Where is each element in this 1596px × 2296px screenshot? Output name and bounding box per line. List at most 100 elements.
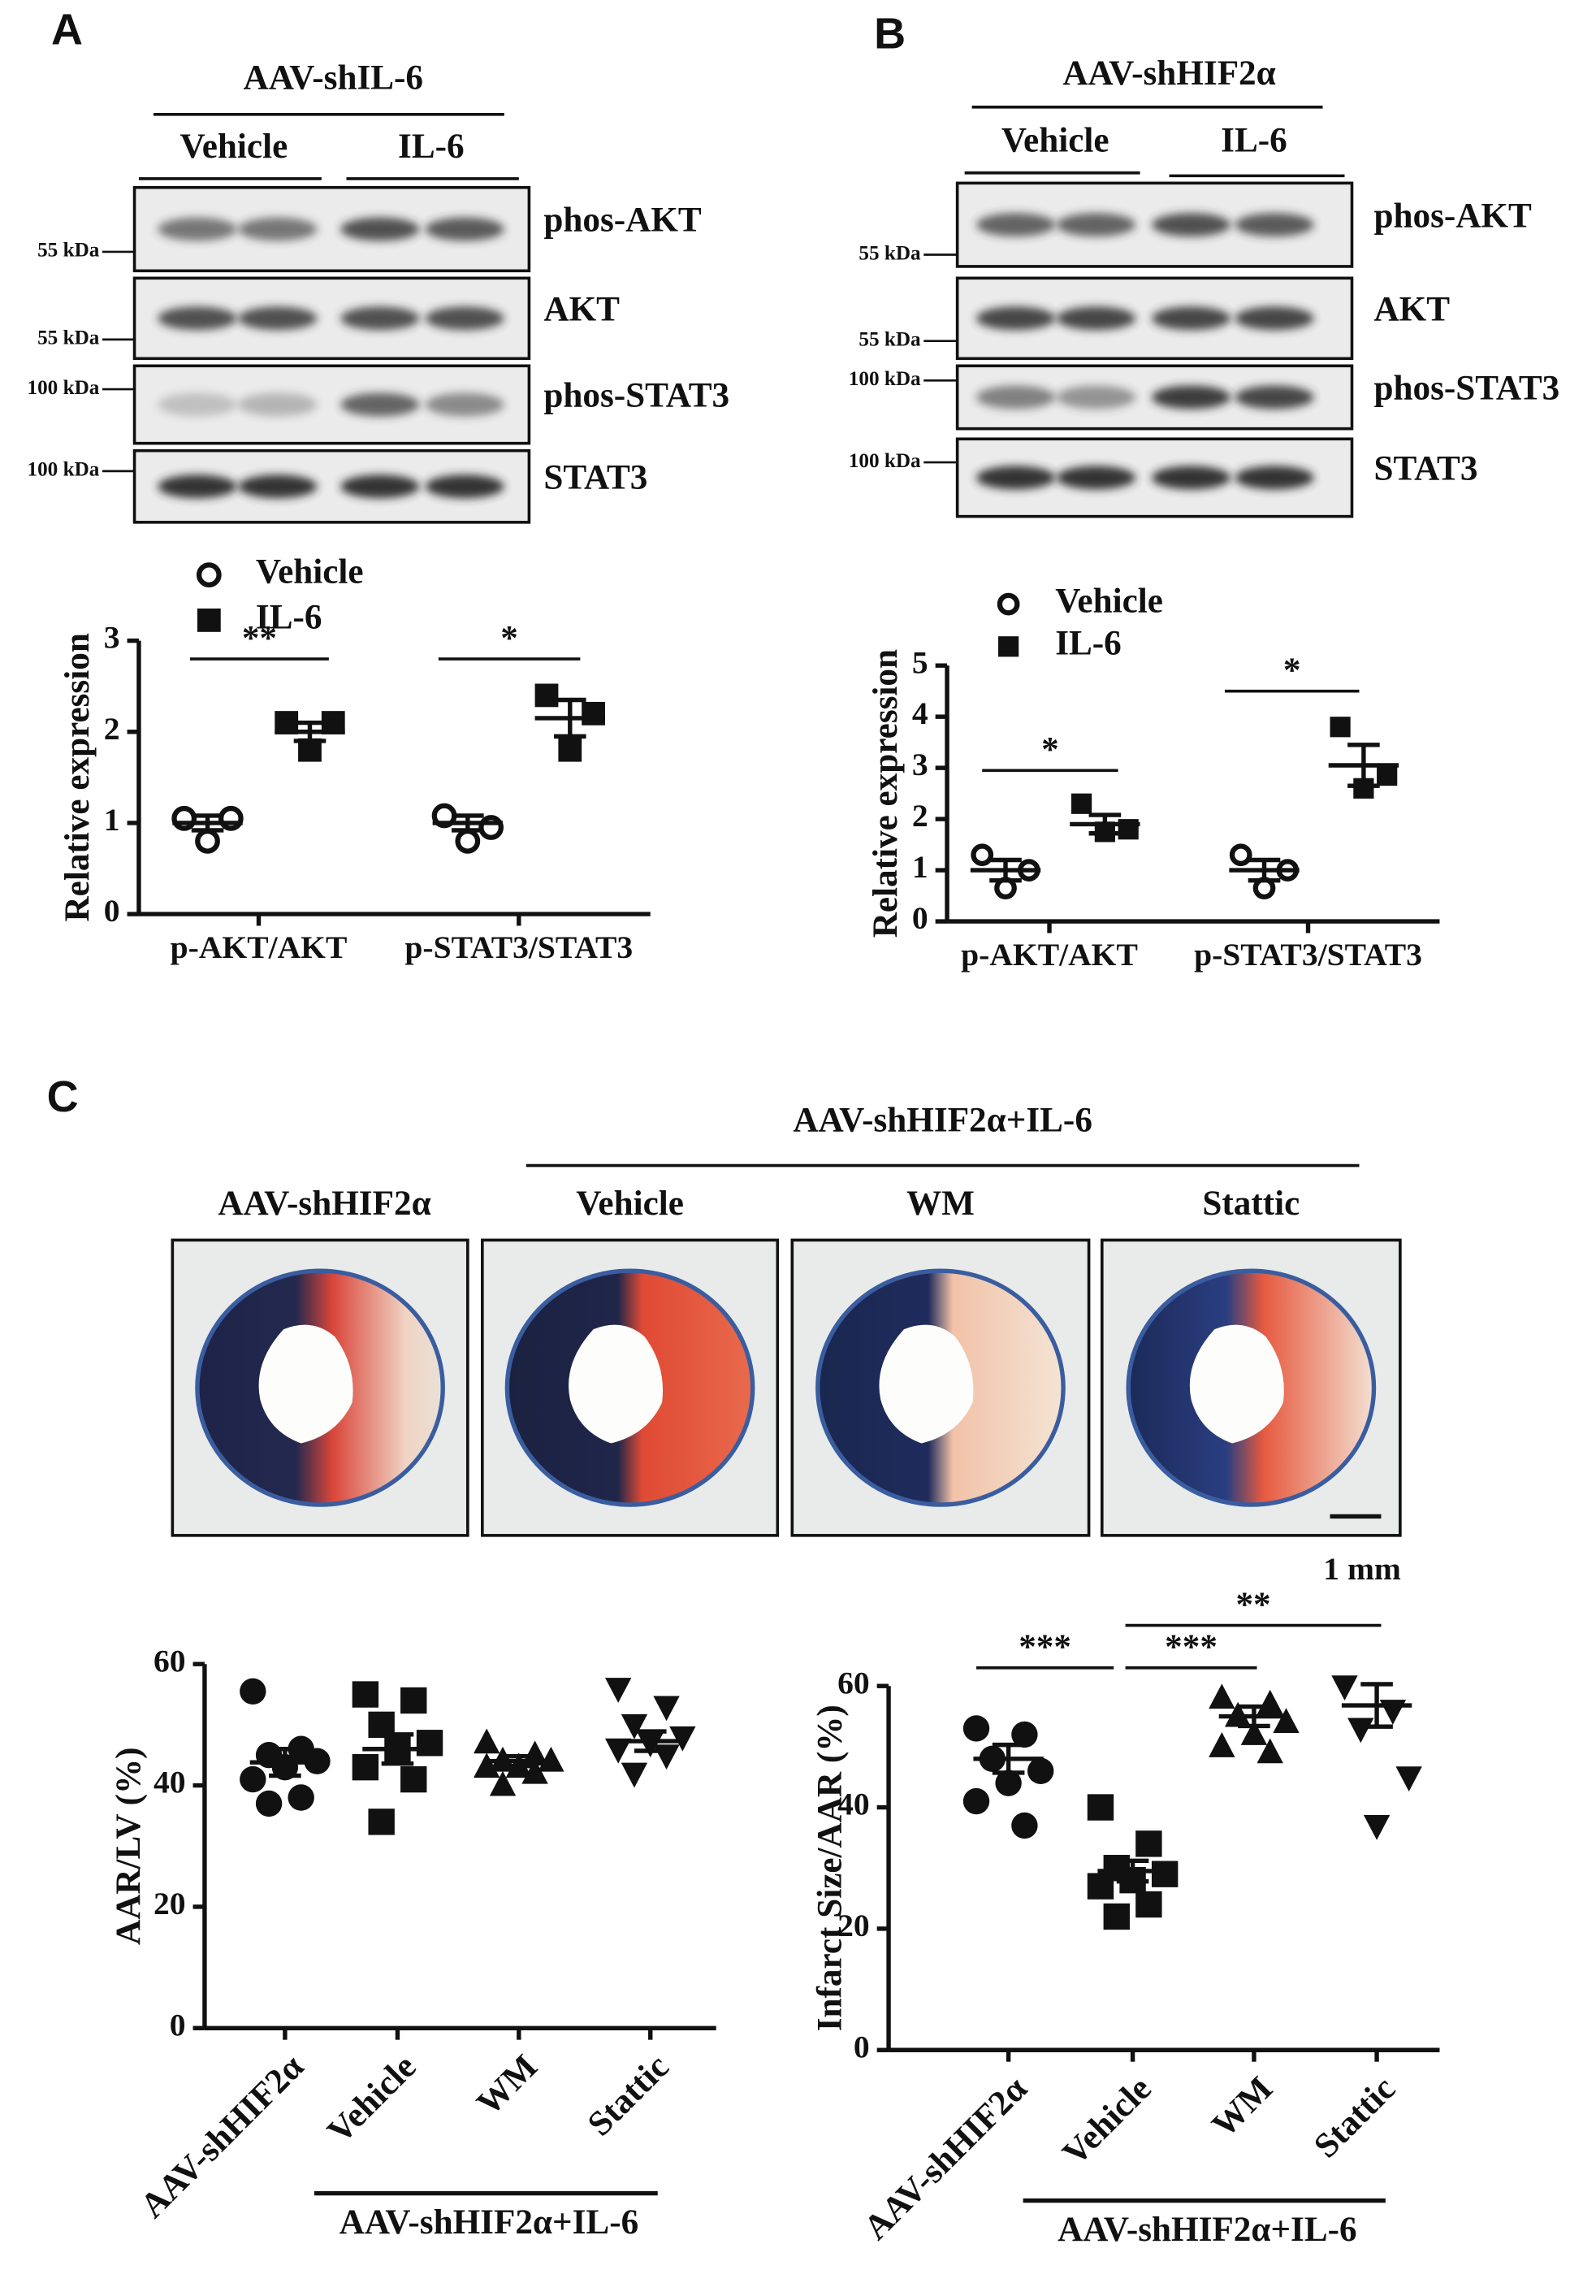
size-marker: 55 kDa	[859, 328, 921, 350]
y-tick-label: 0	[912, 900, 928, 936]
photo-label: Stattic	[1202, 1185, 1300, 1223]
heart-lumen	[569, 1324, 664, 1444]
point	[1011, 1721, 1038, 1748]
panel-label: B	[874, 10, 906, 58]
blot-band	[158, 217, 237, 241]
x-tick-label: WM	[469, 2047, 545, 2123]
point	[197, 609, 221, 632]
photo-label: WM	[906, 1185, 975, 1223]
y-tick-label: 5	[912, 644, 928, 680]
y-axis-label: Relative expression	[867, 649, 905, 938]
y-tick-label: 0	[170, 2007, 186, 2043]
point	[255, 1790, 283, 1817]
point	[195, 828, 220, 854]
y-tick-label: 4	[912, 695, 928, 731]
blot-band	[238, 217, 318, 241]
point	[962, 1787, 990, 1815]
point	[1273, 1708, 1300, 1733]
size-marker: 100 kDa	[849, 368, 921, 390]
blot-band	[425, 217, 504, 241]
blot-band	[1151, 385, 1231, 409]
point	[288, 1784, 314, 1811]
group-label: IL-6	[398, 128, 465, 166]
x-tick-label: AAV-shHIF2α	[133, 2047, 311, 2225]
point	[1377, 765, 1398, 786]
point	[400, 1765, 427, 1793]
blot-band	[976, 466, 1056, 490]
photo-group-title: AAV-shHIF2α+IL-6	[793, 1101, 1092, 1139]
blot-band	[340, 474, 420, 499]
y-tick-label: 20	[837, 1908, 870, 1943]
y-tick-label: 0	[854, 2029, 870, 2064]
band-label: AKT	[543, 291, 620, 329]
point	[1011, 1812, 1038, 1839]
point	[604, 1678, 632, 1703]
x-tick-label: Stattic	[581, 2047, 677, 2143]
blot-band	[1235, 385, 1314, 409]
blot-band	[1235, 306, 1314, 331]
blot-band	[1151, 306, 1231, 331]
point	[1070, 793, 1092, 814]
x-tick-label: p-AKT/AKT	[961, 937, 1138, 973]
blot-band	[238, 306, 318, 331]
point	[1103, 1903, 1130, 1930]
x-tick-label: p-STAT3/STAT3	[1194, 937, 1422, 973]
legend-label: IL-6	[256, 598, 322, 636]
blot-band	[976, 213, 1056, 237]
point	[489, 1770, 517, 1796]
point	[196, 562, 222, 588]
point	[997, 592, 1020, 616]
blot-band	[158, 392, 237, 417]
blot-band	[1235, 213, 1314, 237]
point	[558, 738, 582, 762]
blot-band	[238, 392, 318, 417]
blot-band	[1057, 385, 1136, 409]
y-tick-label: 2	[104, 711, 120, 747]
point	[1087, 1873, 1114, 1900]
y-tick-label: 1	[912, 849, 928, 885]
blot-title: AAV-shHIF2α	[1062, 54, 1275, 93]
point	[474, 1728, 500, 1754]
point	[1256, 1738, 1283, 1764]
band-label: phos-AKT	[543, 201, 702, 240]
point	[368, 1809, 395, 1835]
point	[653, 1744, 680, 1770]
panel-label: C	[47, 1072, 79, 1121]
point	[352, 1681, 379, 1708]
point	[1330, 717, 1351, 738]
blot-band	[425, 474, 504, 499]
point	[455, 828, 481, 854]
heart-lumen	[1189, 1324, 1284, 1444]
point	[1209, 1683, 1235, 1709]
y-tick-label: 20	[154, 1886, 186, 1921]
blot-title: AAV-shIL-6	[244, 58, 424, 97]
x-tick-label: p-STAT3/STAT3	[404, 929, 633, 965]
blot-band	[976, 385, 1056, 409]
blot-band	[1057, 306, 1136, 331]
point	[621, 1762, 648, 1788]
blot-band	[1235, 466, 1314, 490]
band-label: STAT3	[543, 458, 647, 496]
point	[240, 1765, 266, 1793]
y-tick-label: 3	[912, 747, 928, 782]
point	[653, 1696, 680, 1722]
blot-band	[1057, 213, 1136, 237]
y-tick-label: 60	[837, 1665, 870, 1700]
legend-label: Vehicle	[1055, 583, 1163, 621]
size-marker: 100 kDa	[27, 459, 99, 481]
y-tick-label: 2	[912, 798, 928, 834]
point	[1087, 1794, 1114, 1821]
y-axis-label: AAR/LV (%)	[110, 1747, 148, 1944]
point	[218, 805, 244, 831]
point	[998, 636, 1019, 657]
point	[240, 1678, 266, 1705]
photo-label: Vehicle	[576, 1185, 684, 1223]
y-axis-label: Infarct Size/AAR (%)	[811, 1705, 850, 2031]
y-tick-label: 60	[154, 1643, 186, 1679]
heart-lumen	[879, 1324, 974, 1444]
point	[962, 1715, 990, 1742]
y-tick-label: 0	[104, 893, 120, 929]
point	[474, 1752, 500, 1778]
group-label: Vehicle	[180, 128, 288, 166]
size-marker: 55 kDa	[859, 242, 921, 264]
